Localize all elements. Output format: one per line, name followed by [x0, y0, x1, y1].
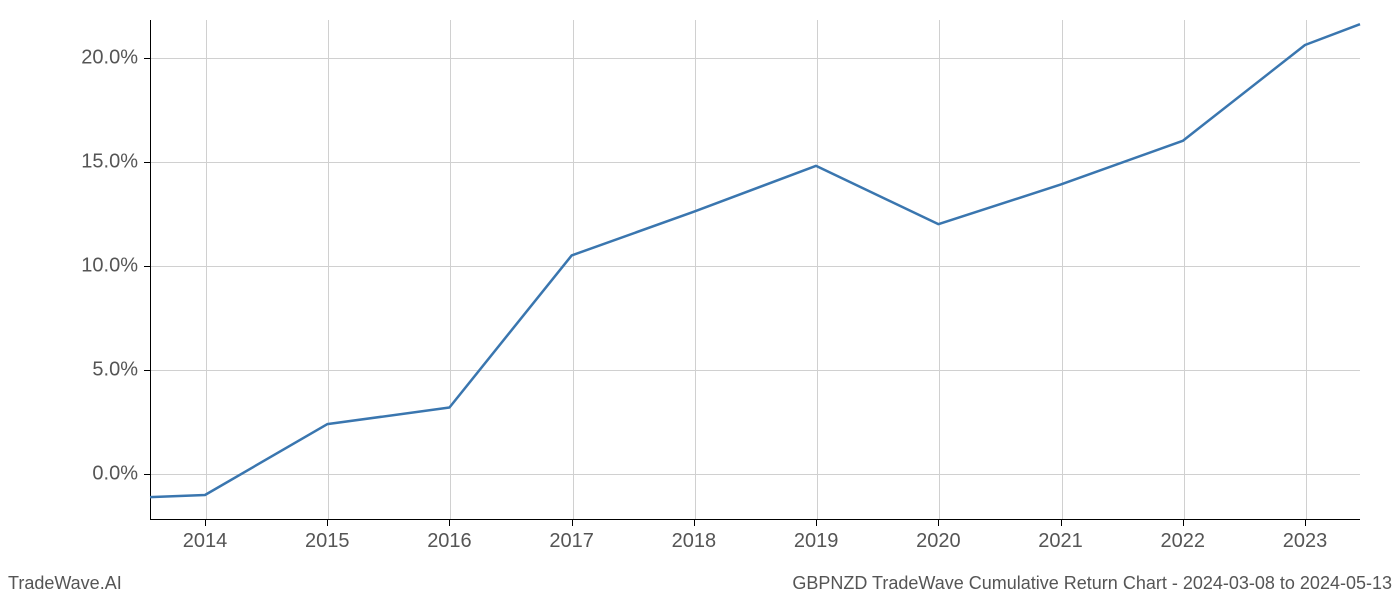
- x-tick: [694, 520, 695, 526]
- y-tick-label: 0.0%: [92, 463, 138, 486]
- y-tick-label: 10.0%: [81, 254, 138, 277]
- x-tick-label: 2020: [916, 530, 961, 553]
- x-tick: [1305, 520, 1306, 526]
- x-tick-label: 2014: [183, 530, 228, 553]
- x-tick: [1061, 520, 1062, 526]
- footer-branding: TradeWave.AI: [8, 573, 122, 594]
- x-tick-label: 2017: [549, 530, 594, 553]
- chart-container: 2014 2015 2016 2017 2018 2019 2020 2021 2022 2023…: [0, 0, 1400, 600]
- x-tick-label: 2023: [1283, 530, 1328, 553]
- series-line: [150, 24, 1360, 497]
- x-tick-label: 2022: [1161, 530, 1206, 553]
- x-tick: [572, 520, 573, 526]
- x-tick: [327, 520, 328, 526]
- y-tick: [144, 162, 150, 163]
- y-tick: [144, 266, 150, 267]
- x-tick-label: 2021: [1038, 530, 1083, 553]
- y-tick-label: 15.0%: [81, 150, 138, 173]
- y-tick: [144, 58, 150, 59]
- y-tick: [144, 370, 150, 371]
- x-tick: [816, 520, 817, 526]
- x-tick-label: 2016: [427, 530, 472, 553]
- x-tick-label: 2019: [794, 530, 839, 553]
- y-tick-label: 20.0%: [81, 46, 138, 69]
- x-tick: [205, 520, 206, 526]
- y-tick-label: 5.0%: [92, 359, 138, 382]
- x-tick: [1183, 520, 1184, 526]
- x-tick-label: 2018: [672, 530, 717, 553]
- line-series: [150, 20, 1360, 520]
- x-tick: [449, 520, 450, 526]
- footer-caption: GBPNZD TradeWave Cumulative Return Chart…: [792, 573, 1392, 594]
- x-tick: [938, 520, 939, 526]
- x-tick-label: 2015: [305, 530, 350, 553]
- y-tick: [144, 474, 150, 475]
